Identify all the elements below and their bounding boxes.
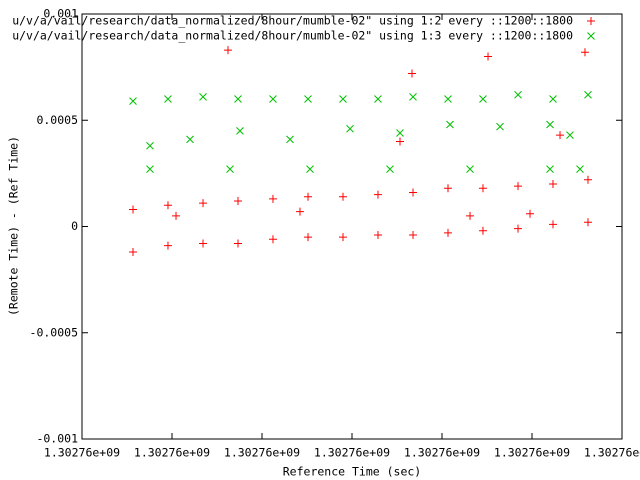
legend-label: u/v/a/vail/research/data_normalized/8hou… <box>12 14 573 28</box>
point <box>396 129 404 137</box>
point <box>549 180 557 188</box>
point <box>129 248 137 256</box>
point <box>374 95 382 103</box>
point <box>199 239 208 248</box>
point <box>304 233 313 242</box>
point <box>236 127 244 135</box>
point <box>479 95 487 103</box>
point <box>339 95 347 103</box>
point <box>346 124 354 133</box>
point <box>268 194 277 203</box>
point <box>146 165 154 173</box>
point <box>514 182 523 191</box>
x-tick-label: 1.30276e+09 <box>584 446 640 460</box>
point <box>164 95 172 103</box>
point <box>234 197 242 205</box>
y-axis-label: (Remote Time) - (Ref Time) <box>7 136 21 316</box>
point <box>584 90 592 99</box>
x-tick-label: 1.30276e+09 <box>314 446 390 460</box>
point <box>444 228 452 237</box>
point <box>268 235 277 244</box>
point <box>386 165 394 173</box>
point <box>556 131 565 140</box>
legend-marker <box>587 17 595 25</box>
x-tick-label: 1.30276e+09 <box>224 446 300 460</box>
point <box>576 165 584 173</box>
point <box>446 120 454 129</box>
point <box>129 97 137 105</box>
plot-frame <box>81 13 623 440</box>
point <box>295 207 304 216</box>
point <box>583 218 592 227</box>
point <box>304 95 312 103</box>
point <box>373 190 382 199</box>
point <box>339 233 347 242</box>
point <box>514 90 522 99</box>
x-tick-label: 1.30276e+09 <box>494 446 570 460</box>
point <box>444 184 452 193</box>
point <box>409 231 418 239</box>
legend-label: u/v/a/vail/research/data_normalized/8hou… <box>12 29 573 43</box>
point <box>549 95 557 103</box>
point <box>409 93 417 101</box>
point <box>526 209 535 218</box>
point <box>580 48 589 57</box>
point <box>546 120 554 129</box>
point <box>234 239 242 248</box>
point <box>129 205 137 214</box>
point <box>478 184 487 193</box>
point <box>514 224 523 233</box>
y-tick-label: 0 <box>71 219 78 233</box>
point <box>466 211 475 220</box>
point <box>163 241 172 250</box>
point <box>444 95 452 103</box>
point <box>408 69 416 78</box>
point <box>304 192 313 201</box>
x-tick-label: 1.30276e+09 <box>134 446 210 460</box>
point <box>306 165 314 173</box>
point <box>172 211 181 220</box>
y-tick-label: -0.001 <box>36 432 78 446</box>
point <box>146 141 154 150</box>
point <box>484 52 493 61</box>
point <box>478 226 487 235</box>
point <box>373 231 382 239</box>
point <box>566 131 574 139</box>
x-tick-label: 1.30276e+09 <box>404 446 480 460</box>
point <box>163 201 172 210</box>
point <box>234 95 242 103</box>
point <box>226 165 234 173</box>
point <box>223 46 232 55</box>
y-tick-label: 0.0005 <box>36 113 78 127</box>
point <box>396 137 404 146</box>
point <box>466 165 474 173</box>
point <box>546 165 554 173</box>
y-tick-label: -0.0005 <box>30 325 78 339</box>
point <box>409 188 418 197</box>
point <box>583 175 592 184</box>
point <box>549 220 557 229</box>
point <box>269 95 277 103</box>
y-tick-label: 0.001 <box>43 7 78 21</box>
legend-marker <box>587 32 595 40</box>
point <box>199 93 207 101</box>
point <box>186 135 194 144</box>
point <box>286 135 294 144</box>
point <box>199 199 208 208</box>
point <box>496 122 504 131</box>
x-tick-label: 1.30276e+09 <box>44 446 120 460</box>
point <box>339 192 347 201</box>
x-axis-label: Reference Time (sec) <box>283 465 421 479</box>
